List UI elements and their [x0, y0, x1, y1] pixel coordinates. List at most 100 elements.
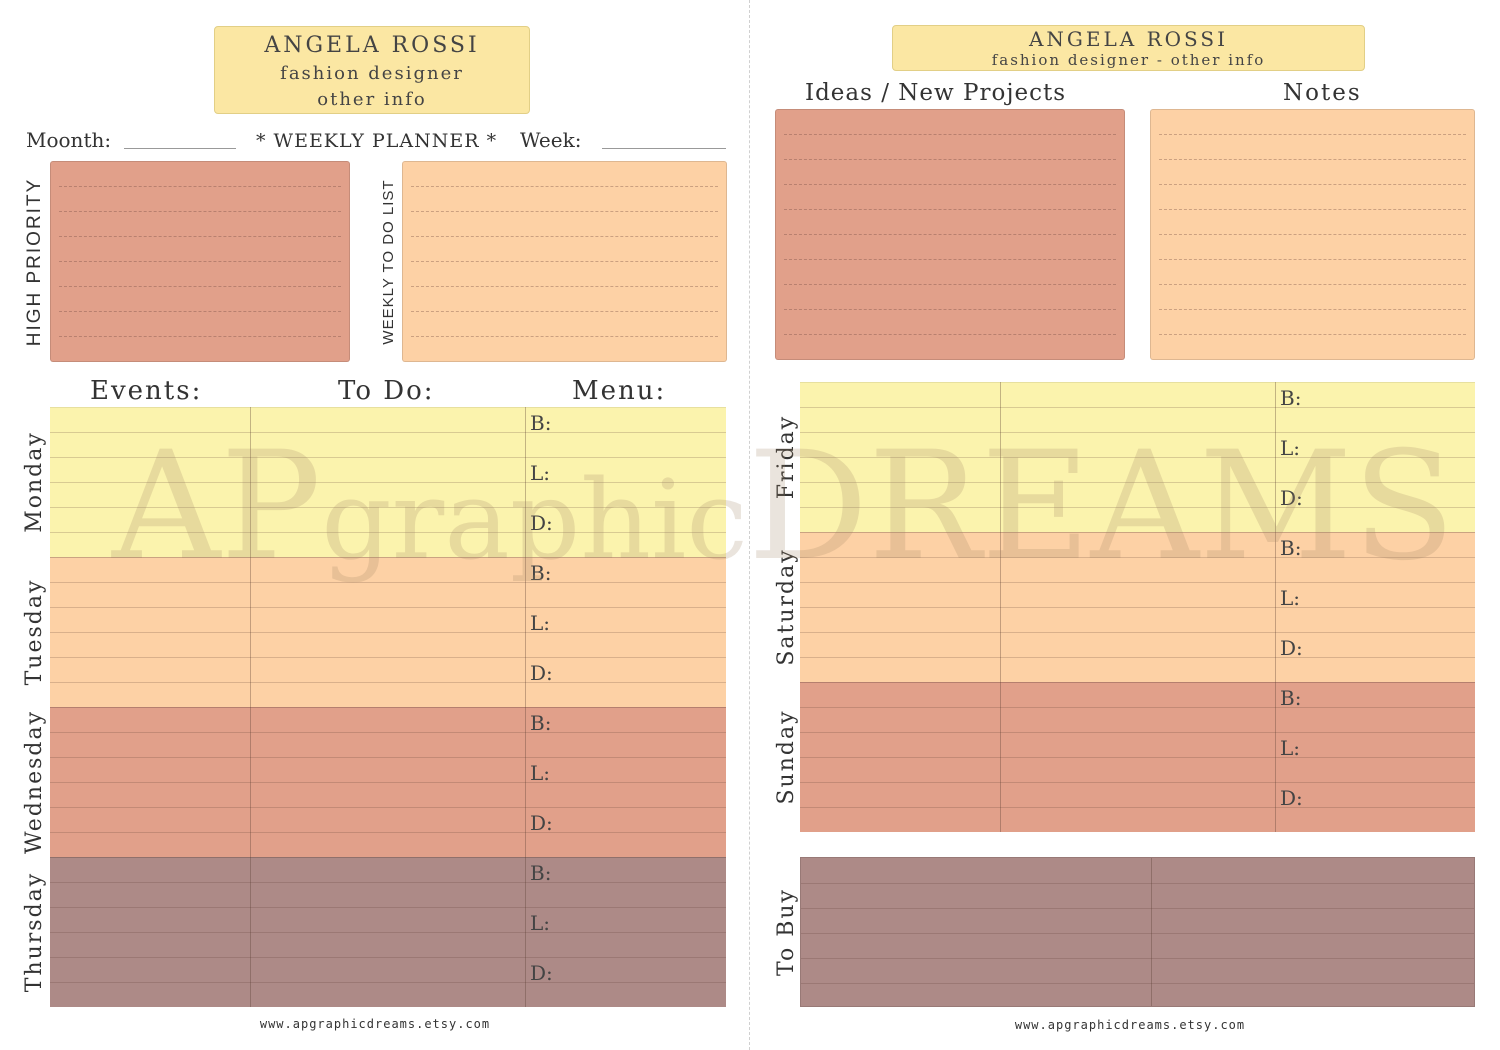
day-label-monday: Monday [22, 431, 47, 533]
left-table-rule [50, 557, 726, 558]
day-band-monday[interactable] [50, 407, 726, 557]
day-band-tuesday[interactable] [50, 557, 726, 707]
meal-dinner-tuesday: D: [530, 661, 553, 685]
left-table-rule [50, 982, 726, 983]
day-label-sunday: Sunday [774, 709, 799, 805]
left-table-rule [50, 682, 726, 683]
left-days-table [50, 407, 726, 1007]
meal-dinner-monday: D: [530, 511, 553, 535]
left-table-rule [50, 607, 726, 608]
right-table-rule [800, 632, 1475, 633]
to-buy-rule [801, 908, 1474, 909]
day-label-friday: Friday [774, 414, 799, 500]
left-table-rule [50, 832, 726, 833]
to-buy-rule [801, 983, 1474, 984]
day-label-wednesday: Wednesday [22, 709, 47, 855]
to-buy-rule [801, 958, 1474, 959]
meal-lunch-sunday: L: [1280, 736, 1301, 760]
left-table-rule [50, 882, 726, 883]
left-table-rule [50, 957, 726, 958]
designer-title: fashion designer [280, 63, 464, 84]
todo-column-header: To Do: [338, 376, 435, 406]
to-buy-column-separator [1151, 858, 1152, 1006]
notes-box[interactable] [1150, 109, 1475, 360]
right-table-rule [800, 582, 1475, 583]
to-buy-rule [801, 883, 1474, 884]
right-table-rule [800, 407, 1475, 408]
week-label: Week: [520, 128, 582, 152]
right-designer-name: ANGELA ROSSI [1028, 27, 1228, 51]
high-priority-box[interactable] [50, 161, 350, 362]
meal-lunch-friday: L: [1280, 436, 1301, 460]
meal-lunch-saturday: L: [1280, 586, 1301, 610]
day-label-thursday: Thursday [22, 871, 47, 993]
high-priority-label: HIGH PRIORITY [24, 177, 45, 347]
left-table-rule [50, 582, 726, 583]
left-table-column-separator [250, 407, 251, 1007]
day-band-saturday[interactable] [800, 532, 1475, 682]
meal-dinner-thursday: D: [530, 961, 553, 985]
week-blank-line[interactable] [602, 148, 726, 149]
to-buy-box[interactable] [800, 857, 1475, 1007]
day-band-thursday[interactable] [50, 857, 726, 1007]
meal-breakfast-friday: B: [1280, 386, 1302, 410]
right-table-column-separator [1275, 382, 1276, 832]
right-table-rule [800, 532, 1475, 533]
right-table-rule [800, 557, 1475, 558]
left-table-rule [50, 432, 726, 433]
left-table-rule [50, 782, 726, 783]
right-table-rule [800, 682, 1475, 683]
events-column-header: Events: [90, 376, 203, 406]
left-table-rule [50, 457, 726, 458]
meal-lunch-wednesday: L: [530, 761, 551, 785]
left-table-rule [50, 507, 726, 508]
right-footer-url[interactable]: www.apgraphicdreams.etsy.com [1014, 1018, 1246, 1032]
to-buy-label: To Buy [774, 888, 799, 976]
to-buy-rule [801, 933, 1474, 934]
meal-breakfast-saturday: B: [1280, 536, 1302, 560]
right-header-card: ANGELA ROSSI fashion designer - other in… [892, 25, 1365, 71]
right-table-rule [800, 757, 1475, 758]
day-band-friday[interactable] [800, 382, 1475, 532]
day-label-tuesday: Tuesday [22, 578, 47, 686]
ideas-box[interactable] [775, 109, 1125, 360]
meal-lunch-monday: L: [530, 461, 551, 485]
weekly-todo-label: WEEKLY TO DO LIST [380, 179, 397, 345]
right-table-rule [800, 607, 1475, 608]
right-table-rule [800, 457, 1475, 458]
designer-other-info: other info [317, 89, 427, 110]
right-table-column-separator [1000, 382, 1001, 832]
month-blank-line[interactable] [124, 148, 236, 149]
left-table-rule [50, 932, 726, 933]
right-table-rule [800, 432, 1475, 433]
right-table-rule [800, 507, 1475, 508]
meal-breakfast-thursday: B: [530, 861, 552, 885]
right-days-table [800, 382, 1475, 832]
meal-breakfast-monday: B: [530, 411, 552, 435]
ideas-label: Ideas / New Projects [805, 80, 1067, 106]
right-table-rule [800, 732, 1475, 733]
notes-label: Notes [1283, 80, 1362, 106]
right-table-rule [800, 657, 1475, 658]
left-table-rule [50, 732, 726, 733]
weekly-todo-box[interactable] [402, 161, 727, 362]
left-footer-url[interactable]: www.apgraphicdreams.etsy.com [259, 1017, 491, 1031]
meal-lunch-tuesday: L: [530, 611, 551, 635]
left-table-rule [50, 807, 726, 808]
month-label: Moonth: [26, 128, 112, 152]
left-table-rule [50, 907, 726, 908]
left-table-rule [50, 857, 726, 858]
day-band-sunday[interactable] [800, 682, 1475, 832]
left-table-rule [50, 707, 726, 708]
meal-breakfast-tuesday: B: [530, 561, 552, 585]
day-band-wednesday[interactable] [50, 707, 726, 857]
designer-name: ANGELA ROSSI [264, 33, 480, 58]
right-table-rule [800, 482, 1475, 483]
meal-dinner-friday: D: [1280, 486, 1303, 510]
meal-breakfast-wednesday: B: [530, 711, 552, 735]
day-label-saturday: Saturday [774, 548, 799, 666]
left-table-rule [50, 532, 726, 533]
left-table-rule [50, 482, 726, 483]
right-table-rule [800, 707, 1475, 708]
left-header-card: ANGELA ROSSI fashion designer other info [214, 26, 530, 114]
